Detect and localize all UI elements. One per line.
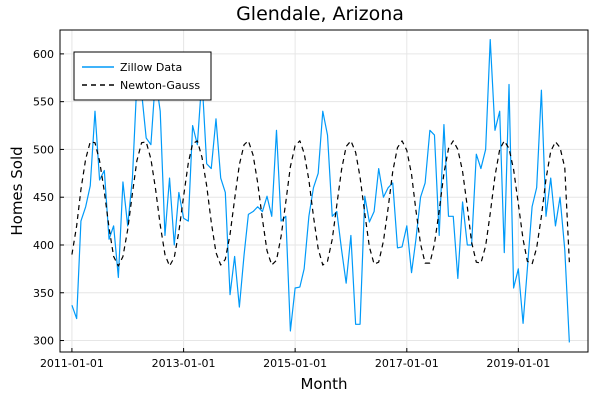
series-line-newton-gauss [71, 140, 570, 267]
y-tick-label: 300 [33, 335, 54, 348]
y-axis-label: Homes Sold [8, 146, 26, 235]
y-tick-label: 500 [33, 143, 54, 156]
legend-label: Newton-Gauss [120, 79, 200, 92]
legend-box [73, 51, 212, 101]
legend: Zillow Data Newton-Gauss [73, 51, 212, 101]
x-axis-ticks: 2011-01-01 2013-01-01 2015-01-01 2017-01-01… [40, 348, 550, 370]
legend-label: Zillow Data [120, 61, 182, 74]
plot-frame [59, 29, 589, 353]
x-tick-label: 2017-01-01 [375, 357, 439, 370]
x-tick-label: 2015-01-01 [263, 357, 327, 370]
y-tick-label: 350 [33, 287, 54, 300]
x-axis-label: Month [300, 375, 347, 393]
chart-title: Glendale, Arizona [236, 3, 404, 25]
x-tick-label: 2013-01-01 [152, 357, 216, 370]
y-tick-label: 400 [33, 239, 54, 252]
y-tick-label: 600 [33, 48, 54, 61]
y-tick-label: 450 [33, 191, 54, 204]
y-tick-label: 550 [33, 96, 54, 109]
x-tick-label: 2019-01-01 [486, 357, 550, 370]
x-tick-label: 2011-01-01 [40, 357, 104, 370]
y-axis-ticks: 300 350 400 450 500 550 600 [33, 48, 64, 348]
